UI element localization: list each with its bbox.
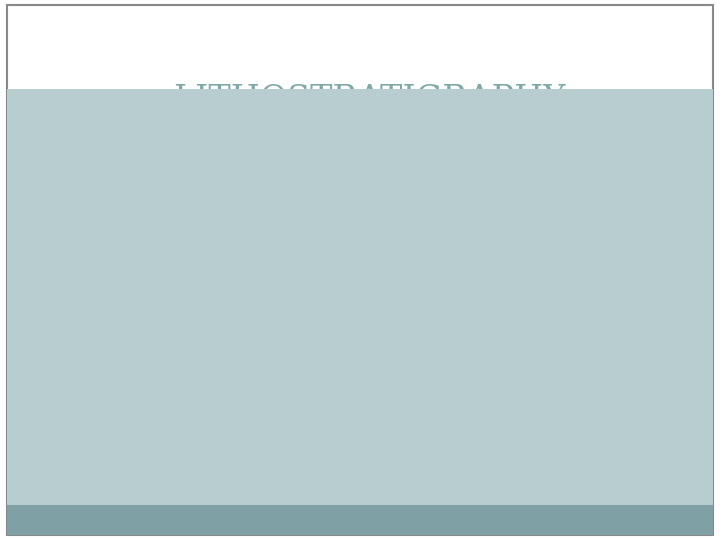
Text: basis for categorising and describing rocks in: basis for categorising and describing ro… [112,456,563,474]
Text: □In lithostratigraphy rock units are considered in terms of: □In lithostratigraphy rock units are con… [112,152,671,170]
Text: that provide a: that provide a [392,423,531,441]
Text: lithological characteristics of the strata: lithological characteristics of the stra… [150,185,569,202]
Text: lithostratigraphic terms.: lithostratigraphic terms. [112,488,362,506]
Text: determined by considering geometric and physical: determined by considering geometric and … [112,288,611,306]
Text: the: the [112,185,167,202]
Text: members: members [133,423,230,441]
Text: their relative stratigraphic positions.: their relative stratigraphic positions. [112,217,480,235]
Text: □The units can be classified into a hierarchical system of: □The units can be classified into a hier… [112,391,657,409]
Text: ,: , [200,423,212,441]
Text: relationships that indicate which beds are older and: relationships that indicate which beds a… [112,320,624,338]
Text: and: and [516,185,556,202]
Text: and: and [301,423,348,441]
Text: which ones are younger.: which ones are younger. [112,353,361,370]
Text: LITHOSTRATIGRAPHY: LITHOSTRATIGRAPHY [173,84,565,116]
Text: □The relative stratigraphic positions of rock units can be: □The relative stratigraphic positions of… [112,255,657,273]
Text: formations: formations [212,423,326,441]
Text: groups: groups [331,423,404,441]
